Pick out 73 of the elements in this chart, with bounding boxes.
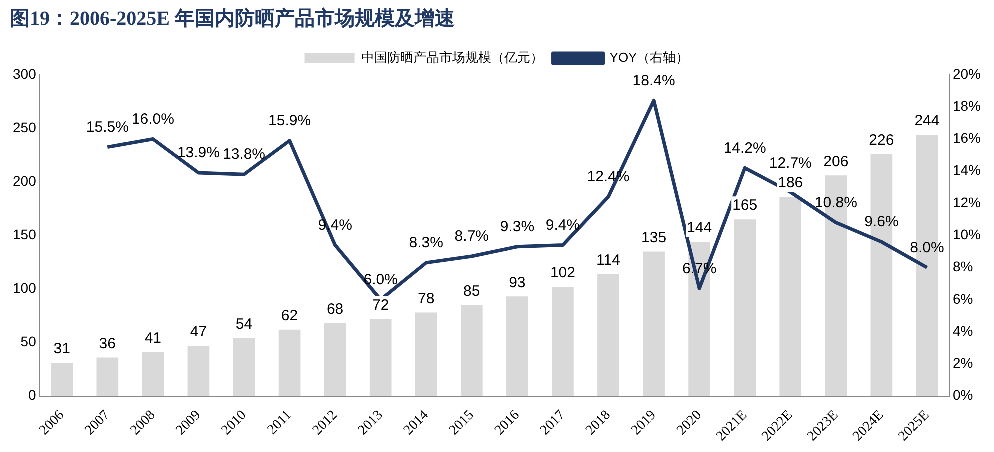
data-label: 16.0% <box>132 110 174 128</box>
y-tick-label: 250 <box>13 119 37 136</box>
y2-tick-label: 16% <box>952 130 982 146</box>
data-label: 12.7% <box>769 154 812 172</box>
data-label: 15.5% <box>86 118 129 136</box>
y2-tick-label: 10% <box>952 226 982 242</box>
bar <box>188 346 210 396</box>
y2-tick-label: 20% <box>952 66 982 82</box>
data-label: 78 <box>418 290 435 308</box>
bar <box>643 252 665 396</box>
data-label: 8.7% <box>454 228 490 246</box>
y2-tick-label: 14% <box>952 162 982 178</box>
data-label: 102 <box>550 264 576 282</box>
y-tick-label: 200 <box>13 172 37 189</box>
y-tick-label: 0 <box>28 387 37 404</box>
bar <box>460 305 483 396</box>
data-label: 41 <box>144 330 162 348</box>
data-label: 10.8% <box>814 194 858 212</box>
y2-tick-label: 0% <box>952 387 974 404</box>
data-label: 62 <box>281 308 298 325</box>
y2-tick-label: 4% <box>952 322 974 339</box>
data-label: 206 <box>824 153 849 170</box>
data-label: 165 <box>732 197 758 214</box>
bar <box>734 220 756 396</box>
data-label: 68 <box>326 301 344 318</box>
y2-tick-label: 2% <box>952 355 974 372</box>
chart-title: 图19：2006-2025E 年国内防晒产品市场规模及增速 <box>10 7 455 30</box>
y-tick-label: 50 <box>20 334 37 350</box>
y2-tick-label: 8% <box>952 258 974 275</box>
data-label: 226 <box>869 132 894 149</box>
bar <box>142 352 164 396</box>
data-label: 8.0% <box>910 239 944 256</box>
data-label: 13.8% <box>222 146 266 164</box>
data-label: 186 <box>778 174 804 192</box>
data-label: 18.4% <box>632 72 676 90</box>
data-label: 31 <box>54 340 70 358</box>
bar <box>278 330 301 396</box>
data-label: 135 <box>642 229 667 246</box>
data-label: 85 <box>464 282 480 300</box>
data-label: 9.3% <box>500 218 535 236</box>
y-tick-label: 150 <box>13 226 37 242</box>
data-label: 15.9% <box>268 112 312 130</box>
bar <box>233 338 256 396</box>
data-label: 144 <box>687 220 712 237</box>
data-label: 13.9% <box>177 144 220 162</box>
bar <box>598 274 620 396</box>
data-label: 114 <box>596 252 620 269</box>
legend-label: YOY（右轴） <box>610 50 690 66</box>
data-label: 8.3% <box>409 234 444 252</box>
bar <box>51 363 74 396</box>
bar <box>506 296 528 396</box>
data-label: 6.0% <box>364 272 398 289</box>
data-label: 47 <box>190 324 208 341</box>
y2-tick-label: 6% <box>952 290 974 307</box>
data-label: 93 <box>509 274 526 292</box>
bar <box>780 197 802 396</box>
bar <box>96 358 119 396</box>
y-tick-label: 300 <box>13 66 37 82</box>
data-label: 54 <box>236 316 253 334</box>
bar <box>415 312 438 396</box>
y-tick-label: 100 <box>13 280 37 296</box>
bar <box>370 319 392 396</box>
legend-label: 中国防晒产品市场规模（亿元） <box>361 50 544 66</box>
data-label: 14.2% <box>724 140 766 157</box>
data-label: 9.6% <box>864 214 899 231</box>
data-label: 72 <box>372 296 390 314</box>
y2-tick-label: 18% <box>952 98 982 114</box>
data-label: 9.4% <box>546 216 580 234</box>
data-label: 244 <box>914 112 940 130</box>
bar <box>552 287 574 396</box>
bar <box>324 323 346 396</box>
y2-tick-label: 12% <box>952 194 982 210</box>
data-label: 36 <box>99 335 116 352</box>
